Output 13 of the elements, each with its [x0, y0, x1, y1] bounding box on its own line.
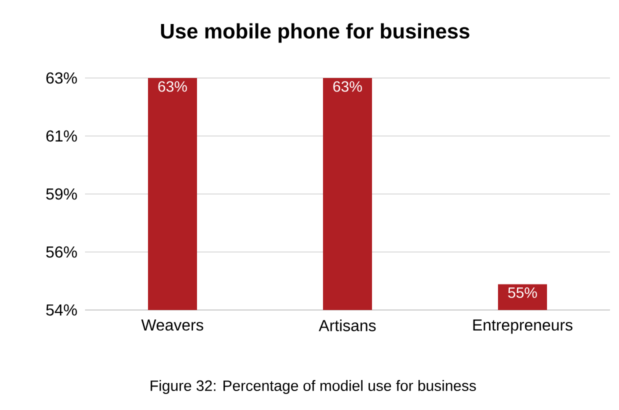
data-label: 55%: [508, 287, 537, 298]
data-label: 63%: [158, 81, 187, 92]
y-tick-label: 61%: [46, 130, 77, 142]
x-tick-label: Weavers: [141, 320, 204, 331]
chart-title: Use mobile phone for business: [161, 23, 470, 43]
y-tick-label: 63%: [46, 72, 77, 84]
x-tick-label: Artisans: [318, 320, 376, 332]
caption: Figure 32: Percentage of modiel use for business: [150, 380, 476, 394]
y-tick-label: 59%: [46, 188, 77, 200]
y-tick-label: 54%: [46, 304, 77, 316]
data-label: 63%: [333, 81, 362, 92]
x-tick-label: Entrepreneurs: [473, 320, 572, 334]
y-tick-label: 56%: [46, 246, 77, 258]
